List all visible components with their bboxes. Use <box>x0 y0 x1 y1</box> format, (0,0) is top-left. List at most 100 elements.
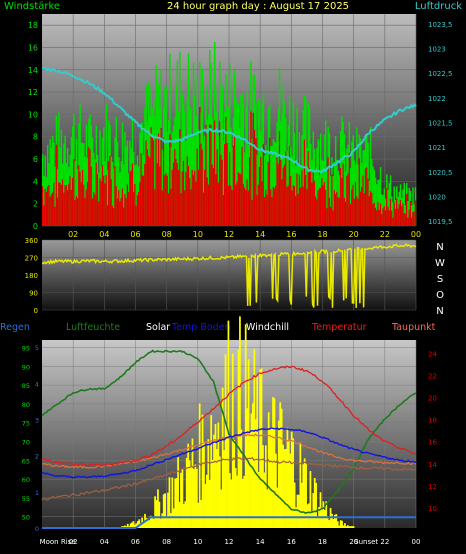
wind-gust-bar <box>124 131 126 226</box>
rain-tick-label: 0 <box>35 525 39 533</box>
solar-bar <box>280 408 283 528</box>
wind-average-bar <box>209 124 211 226</box>
wind-average-bar <box>108 161 110 226</box>
wind-average-bar <box>195 181 197 226</box>
solar-bar <box>234 467 237 528</box>
wind-gust-bar <box>71 126 74 226</box>
wind-average-bar <box>180 193 182 226</box>
wind-average-bar <box>200 143 202 226</box>
wind-gust-bar <box>343 134 346 226</box>
solar-bar <box>240 429 243 528</box>
wind-average-bar <box>343 197 346 226</box>
solar-bar <box>338 525 341 528</box>
wind-average-bar <box>311 182 313 226</box>
wind-tick-label: 14 <box>28 66 38 75</box>
wind-average-bar <box>152 140 155 226</box>
wind-average-bar <box>316 199 318 226</box>
wind-average-bar <box>306 188 308 226</box>
wind-gust-bar <box>217 134 220 226</box>
wind-gust-bar <box>106 169 109 226</box>
solar-bar <box>349 526 352 528</box>
wind-gust-bar <box>195 116 197 226</box>
wind-average-bar <box>231 189 233 226</box>
wind-average-bar <box>336 192 338 226</box>
wind-average-bar <box>64 185 66 226</box>
solar-bar <box>293 482 296 528</box>
solar-bar <box>259 369 261 528</box>
solar-bar <box>177 457 179 528</box>
wind-average-bar <box>315 196 317 226</box>
solar-bar <box>162 494 165 528</box>
wind-gust-bar <box>270 145 272 226</box>
wind-gust-bar <box>60 129 63 226</box>
temperature-tick-label: 18 <box>428 417 437 425</box>
wind-average-bar <box>96 173 99 226</box>
wind-average-bar <box>261 181 263 226</box>
wind-average-bar <box>179 129 181 226</box>
wind-average-bar <box>250 111 252 226</box>
solar-bar <box>273 398 276 528</box>
compass-label: N <box>436 306 443 317</box>
wind-gust-bar <box>54 166 56 226</box>
solar-bar <box>131 522 133 528</box>
solar-bar <box>277 420 280 528</box>
direction-tick-label: 180 <box>25 272 38 280</box>
solar-bar <box>168 477 171 528</box>
solar-bar <box>148 520 151 528</box>
direction-tick-label: 360 <box>25 237 38 245</box>
x-tick-label: 22 <box>380 538 389 546</box>
x-tick-label: 22 <box>380 230 390 239</box>
wind-average-bar <box>331 174 333 226</box>
temperature-tick-label: 20 <box>428 395 437 403</box>
temperature-tick-label: 12 <box>428 483 437 491</box>
solar-bar <box>174 478 177 528</box>
wind-average-bar <box>367 178 369 226</box>
pressure-tick-label: 1020 <box>428 193 446 201</box>
humidity-tick-label: 60 <box>22 476 30 484</box>
solar-bar <box>145 517 148 528</box>
solar-bar <box>351 526 354 528</box>
wind-tick-label: 4 <box>33 177 38 186</box>
pressure-tick-label: 1022 <box>428 95 446 103</box>
wind-gust-bar <box>123 164 125 226</box>
x-tick-label: 20 <box>349 230 359 239</box>
wind-average-bar <box>399 199 402 226</box>
wind-average-bar <box>329 206 332 226</box>
wind-average-bar <box>156 163 159 226</box>
wind-gust-bar <box>119 172 121 226</box>
wind-gust-bar <box>147 82 150 226</box>
wind-gust-bar <box>66 147 69 226</box>
wind-average-bar <box>53 182 55 226</box>
wind-gust-bar <box>74 161 76 226</box>
wind-gust-bar <box>167 120 170 226</box>
wind-average-bar <box>80 182 83 226</box>
wind-average-bar <box>111 205 114 226</box>
wind-average-bar <box>131 163 134 226</box>
wind-average-bar <box>291 190 293 226</box>
wind-average-bar <box>172 162 175 226</box>
wind-average-bar <box>374 207 377 226</box>
wind-average-bar <box>109 156 111 226</box>
wind-average-bar <box>192 174 195 226</box>
wind-average-bar <box>404 213 407 226</box>
solar-bar <box>342 525 345 528</box>
wind-average-bar <box>48 184 50 226</box>
direction-tick-label: 0 <box>34 307 38 315</box>
solar-bar <box>325 501 328 528</box>
x-tick-label: 12 <box>225 538 234 546</box>
solar-bar <box>208 479 211 528</box>
wind-average-bar <box>378 209 381 226</box>
solar-bar <box>253 349 256 528</box>
wind-average-bar <box>288 146 291 226</box>
wind-gust-bar <box>258 99 261 226</box>
wind-average-bar <box>76 198 79 226</box>
wind-gust-bar <box>116 141 119 226</box>
wind-average-bar <box>322 185 324 226</box>
wind-gust-bar <box>320 133 322 226</box>
solar-bar <box>180 472 182 528</box>
wind-average-bar <box>379 203 382 226</box>
wind-average-bar <box>295 195 297 226</box>
wind-gust-bar <box>231 147 233 226</box>
wind-average-bar <box>232 145 235 226</box>
